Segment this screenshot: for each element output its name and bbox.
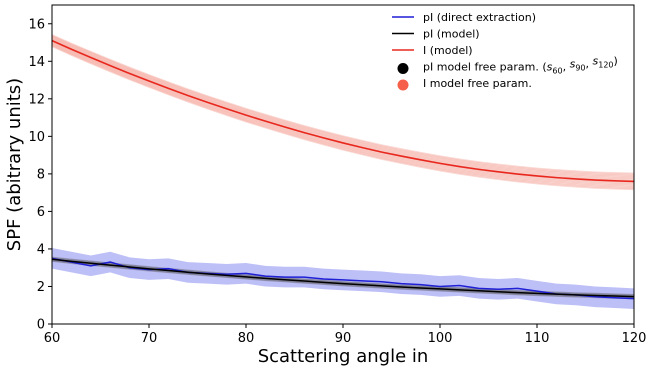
i-model-sample-curve	[52, 37, 634, 180]
i-model-sample-curve	[52, 41, 634, 185]
legend-label: pI (model)	[423, 28, 480, 41]
axis-ticks: 60 70 80 90 100 110 120 0 2 4 6 8 10 12 14 16	[28, 17, 646, 346]
y-axis-title: SPF (abitrary units)	[4, 78, 25, 251]
x-tick-label: 60	[44, 331, 61, 346]
pi-uncertainty-band	[52, 248, 634, 309]
x-tick-label: 90	[335, 331, 352, 346]
i-model-sample-curve	[52, 45, 634, 191]
legend-label: pI (direct extraction)	[423, 11, 536, 24]
legend-label: pI model free param. (s60, s90, s120)	[423, 55, 618, 76]
legend-dot-swatch	[397, 79, 409, 91]
y-tick-label: 8	[37, 167, 45, 182]
legend: pI (direct extraction) pI (model) I (model…	[392, 11, 618, 91]
pi-model-sample-curve	[52, 260, 634, 300]
i-model-sample-curve	[52, 34, 634, 175]
y-tick-label: 10	[28, 130, 45, 145]
y-tick-label: 6	[37, 205, 45, 220]
i-model-sample-curve	[52, 42, 634, 187]
legend-label: I model free param.	[423, 77, 532, 90]
x-tick-label: 80	[238, 331, 255, 346]
y-tick-label: 14	[28, 55, 45, 70]
pi-model-sample-curve	[52, 257, 634, 296]
series-line-pi-model	[52, 258, 634, 298]
pi-model-sample-curve	[52, 257, 634, 297]
i-model-sample-curve	[52, 35, 634, 176]
legend-dot-swatch	[397, 63, 409, 74]
x-tick-label: 110	[525, 331, 550, 346]
x-tick-label: 70	[141, 331, 158, 346]
x-tick-label: 100	[428, 331, 453, 346]
x-axis-title: Scattering angle in	[258, 346, 429, 367]
i-model-sample-curve	[52, 36, 634, 178]
series-line-i-model	[52, 39, 634, 183]
y-tick-label: 4	[37, 242, 45, 257]
plot-area	[52, 34, 634, 309]
i-model-sample-curve	[52, 43, 634, 188]
i-model-sample-curve	[52, 42, 634, 186]
y-tick-label: 2	[37, 280, 45, 295]
y-tick-label: 12	[28, 92, 45, 107]
y-tick-label: 16	[28, 17, 45, 32]
y-tick-label: 0	[37, 318, 45, 333]
i-model-sample-curve	[52, 44, 634, 189]
i-model-sample-curve	[52, 36, 634, 177]
i-model-sample-curve	[52, 38, 634, 181]
x-tick-label: 120	[622, 331, 646, 346]
legend-label: I (model)	[423, 44, 473, 57]
